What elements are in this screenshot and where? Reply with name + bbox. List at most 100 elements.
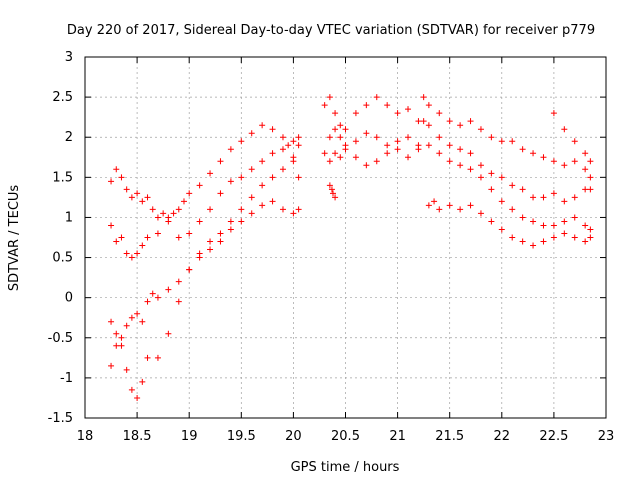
data-point xyxy=(571,214,578,221)
data-point xyxy=(118,342,125,349)
data-point xyxy=(467,202,474,209)
y-tick-label: 0.5 xyxy=(52,251,73,266)
data-point xyxy=(196,254,203,261)
data-point xyxy=(394,110,401,117)
data-point xyxy=(405,134,412,141)
data-point xyxy=(582,166,589,173)
data-point xyxy=(227,226,234,233)
x-tick-label: 18 xyxy=(77,429,94,444)
data-point xyxy=(587,186,594,193)
data-point xyxy=(550,222,557,229)
data-point xyxy=(144,354,151,361)
data-point xyxy=(128,314,135,321)
data-point xyxy=(425,142,432,149)
y-tick-label: 1 xyxy=(65,210,73,225)
data-point xyxy=(217,230,224,237)
data-point xyxy=(498,226,505,233)
data-point xyxy=(530,150,537,157)
data-point xyxy=(337,134,344,141)
data-point xyxy=(269,198,276,205)
data-point xyxy=(259,158,266,165)
x-tick-label: 22 xyxy=(494,429,511,444)
data-point xyxy=(134,394,141,401)
data-point xyxy=(436,206,443,213)
data-point xyxy=(295,174,302,181)
data-point xyxy=(477,126,484,133)
data-point xyxy=(259,122,266,129)
data-point xyxy=(342,146,349,153)
data-point xyxy=(175,206,182,213)
data-point xyxy=(530,218,537,225)
series-track-7 xyxy=(326,142,422,169)
data-point xyxy=(436,134,443,141)
series-track-4 xyxy=(108,198,302,401)
data-point xyxy=(332,194,339,201)
data-point xyxy=(227,178,234,185)
data-point xyxy=(550,190,557,197)
data-point xyxy=(477,162,484,169)
data-point xyxy=(113,330,120,337)
data-point xyxy=(509,138,516,145)
data-point xyxy=(290,138,297,145)
series-track-12 xyxy=(425,198,594,249)
data-point xyxy=(175,234,182,241)
data-point xyxy=(509,234,516,241)
data-point xyxy=(238,206,245,213)
data-point xyxy=(285,142,292,149)
y-tick-label: -1 xyxy=(60,371,73,386)
data-point xyxy=(165,330,172,337)
grid xyxy=(85,57,606,418)
data-point xyxy=(139,318,146,325)
data-point xyxy=(582,186,589,193)
data-point xyxy=(329,190,336,197)
data-point xyxy=(540,194,547,201)
data-point xyxy=(457,206,464,213)
data-point xyxy=(571,194,578,201)
data-point xyxy=(108,318,115,325)
y-tick-label: -0.5 xyxy=(48,331,73,346)
data-point xyxy=(332,150,339,157)
series-track-5 xyxy=(321,94,422,157)
data-point xyxy=(128,254,135,261)
chart-title: Day 220 of 2017, Sidereal Day-to-day VTE… xyxy=(67,23,595,38)
series-track-2 xyxy=(108,134,302,261)
data-point xyxy=(279,166,286,173)
data-point xyxy=(373,158,380,165)
data-point xyxy=(337,154,344,161)
data-point xyxy=(587,226,594,233)
data-point xyxy=(165,218,172,225)
data-point xyxy=(498,174,505,181)
data-point xyxy=(561,126,568,133)
data-point xyxy=(561,198,568,205)
data-point xyxy=(415,118,422,125)
data-point xyxy=(561,218,568,225)
data-point xyxy=(328,186,335,193)
series-track-9 xyxy=(420,94,594,181)
data-points xyxy=(108,94,594,401)
data-point xyxy=(144,234,151,241)
y-tick-label: 0 xyxy=(65,291,73,306)
data-point xyxy=(446,142,453,149)
data-point xyxy=(295,142,302,149)
data-point xyxy=(477,174,484,181)
data-point xyxy=(160,210,167,217)
data-point xyxy=(550,234,557,241)
data-point xyxy=(290,154,297,161)
data-point xyxy=(530,194,537,201)
data-point xyxy=(207,170,214,177)
data-point xyxy=(420,118,427,125)
data-point xyxy=(373,94,380,101)
data-point xyxy=(561,162,568,169)
data-point xyxy=(326,134,333,141)
data-point xyxy=(582,222,589,229)
data-point xyxy=(139,378,146,385)
y-tick-label: 3 xyxy=(65,50,73,65)
data-point xyxy=(561,230,568,237)
series-track-8 xyxy=(326,182,339,201)
y-tick-label: -1.5 xyxy=(48,411,73,426)
data-point xyxy=(149,206,156,213)
data-point xyxy=(196,218,203,225)
data-point xyxy=(587,158,594,165)
data-point xyxy=(587,234,594,241)
data-point xyxy=(405,154,412,161)
